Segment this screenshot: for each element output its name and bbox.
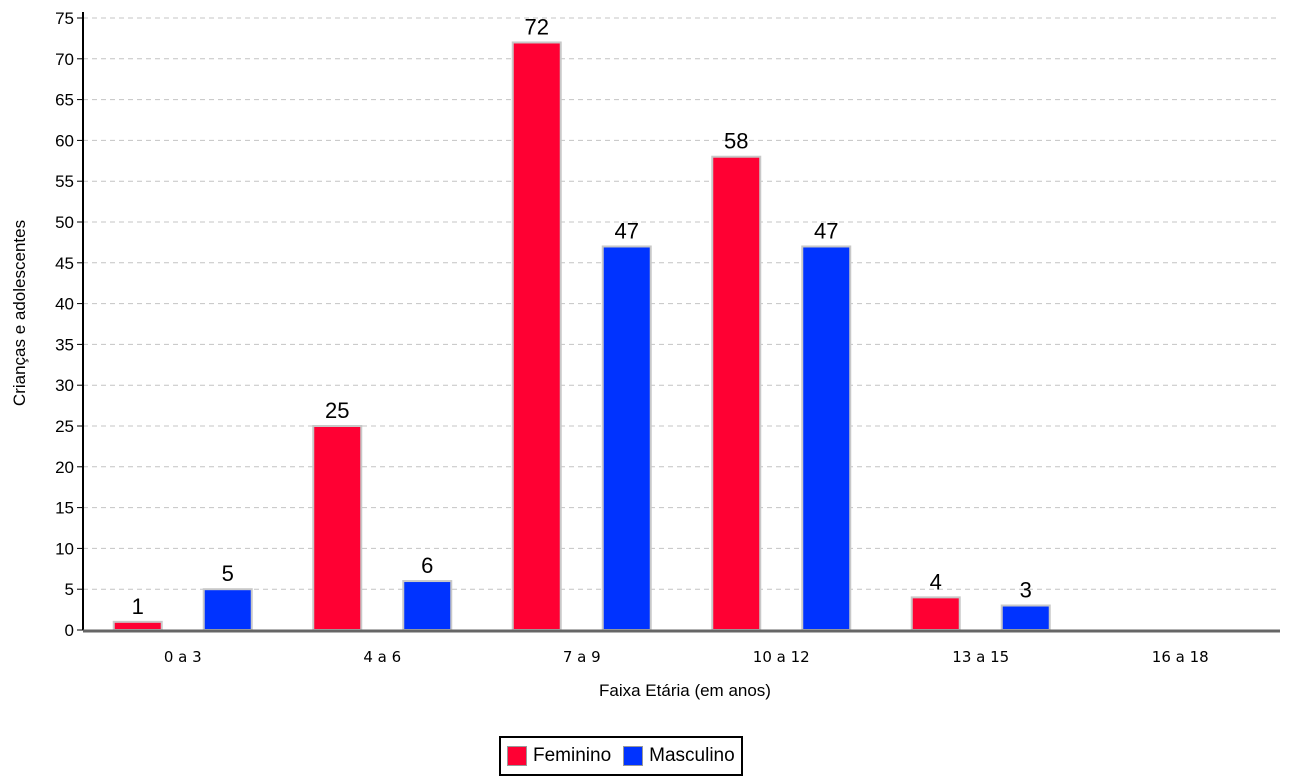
x-tick-label: 16 a 18 xyxy=(1152,648,1209,666)
y-tick-label: 60 xyxy=(55,131,74,150)
bar-masculino xyxy=(1000,604,1051,632)
gridlines xyxy=(83,17,1280,590)
bar-masculino xyxy=(202,588,253,632)
y-tick-label: 65 xyxy=(55,91,74,110)
y-tick-label: 30 xyxy=(55,376,74,395)
x-tick-label: 4 a 6 xyxy=(363,648,401,666)
x-axis-title: Faixa Etária (em anos) xyxy=(599,681,771,700)
y-tick-label: 40 xyxy=(55,295,74,314)
x-tick-label: 10 a 12 xyxy=(753,648,810,666)
data-label: 58 xyxy=(724,129,748,154)
bar-feminino xyxy=(711,155,762,631)
y-tick-label: 0 xyxy=(65,621,74,640)
data-label: 72 xyxy=(525,14,549,39)
y-tick-label: 55 xyxy=(55,172,74,191)
data-label: 1 xyxy=(132,594,144,619)
y-tick-label: 5 xyxy=(65,580,74,599)
x-axis-ticks: 0 a 3 4 a 6 7 a 9 10 a 12 13 a 15 16 a 18 xyxy=(164,648,1209,666)
data-label: 47 xyxy=(615,218,639,243)
bar-feminino xyxy=(511,41,562,632)
legend-swatch-feminino xyxy=(507,746,527,766)
legend-label-feminino: Feminino xyxy=(533,745,612,766)
data-label: 25 xyxy=(325,398,349,423)
x-tick-label: 13 a 15 xyxy=(952,648,1009,666)
data-label: 5 xyxy=(222,561,234,586)
y-tick-label: 25 xyxy=(55,417,74,436)
y-tick-label: 45 xyxy=(55,254,74,273)
legend-swatch-masculino xyxy=(623,746,644,766)
y-tick-label: 70 xyxy=(55,50,74,69)
bar-masculino xyxy=(402,580,453,631)
data-labels: 1 5 25 6 72 47 58 47 4 3 xyxy=(132,14,1032,618)
data-label: 47 xyxy=(814,218,838,243)
bar-masculino xyxy=(801,245,852,631)
x-tick-label: 7 a 9 xyxy=(563,648,601,666)
legend: Feminino Masculino xyxy=(499,736,743,776)
data-label: 3 xyxy=(1020,578,1032,603)
data-label: 4 xyxy=(930,569,942,594)
bar-masculino xyxy=(601,245,652,631)
y-axis-title: Crianças e adolescentes xyxy=(10,220,29,406)
data-label: 6 xyxy=(421,553,433,578)
y-tick-label: 20 xyxy=(55,458,74,477)
y-tick-label: 50 xyxy=(55,213,74,232)
bar-feminino xyxy=(312,425,363,631)
y-axis-ticks: 0 5 10 15 20 25 30 35 40 45 50 55 60 65 70 75 xyxy=(55,9,83,640)
x-tick-label: 0 a 3 xyxy=(164,648,202,666)
legend-item-feminino: Feminino xyxy=(507,745,611,767)
legend-item-masculino: Masculino xyxy=(623,745,735,767)
y-tick-label: 75 xyxy=(55,9,74,28)
bars xyxy=(112,41,1051,632)
bar-feminino xyxy=(910,596,961,631)
legend-label-masculino: Masculino xyxy=(649,745,735,766)
y-tick-label: 10 xyxy=(55,539,74,558)
y-tick-label: 15 xyxy=(55,499,74,518)
bar-feminino xyxy=(112,620,163,632)
y-tick-label: 35 xyxy=(55,335,74,354)
